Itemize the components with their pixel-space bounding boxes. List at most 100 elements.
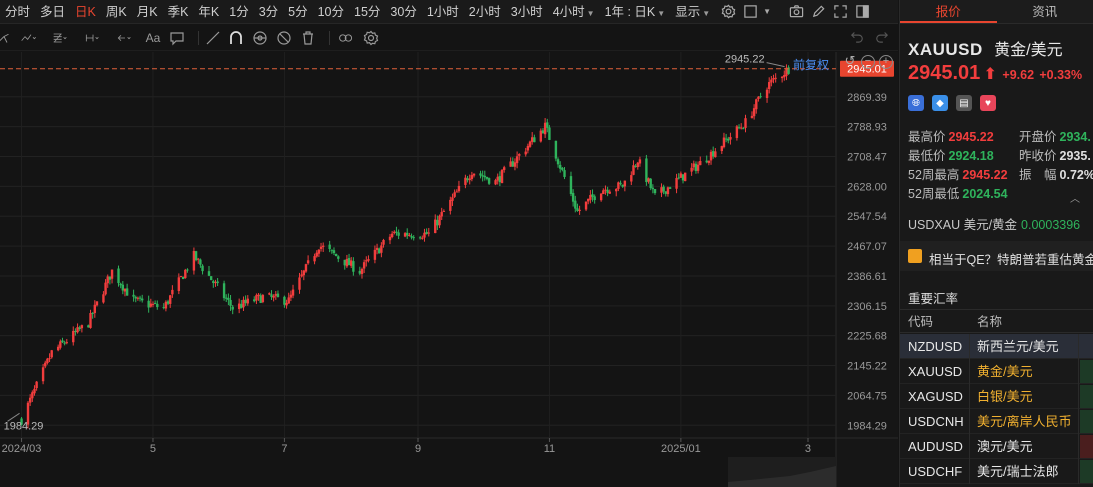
collapse-icon[interactable]: ︿ xyxy=(1070,194,1080,205)
measure-icon[interactable] xyxy=(80,25,106,51)
header-name[interactable]: 名称 xyxy=(977,315,1003,329)
candle-body xyxy=(645,158,648,183)
candle-body xyxy=(548,127,551,140)
candle-body xyxy=(289,294,293,298)
candle-body xyxy=(584,201,588,210)
fib-icon[interactable] xyxy=(48,25,74,51)
candle-body xyxy=(138,297,142,299)
last-price: 2945.01 xyxy=(908,62,981,84)
redo-icon[interactable] xyxy=(875,29,889,46)
candle-body xyxy=(729,136,732,140)
rate-row[interactable]: USDCNH 美元/离岸人民币 xyxy=(900,409,1093,434)
period-tab[interactable]: 15分 xyxy=(354,4,381,19)
globe-icon[interactable]: 🌐︎ xyxy=(908,95,924,111)
price-change-pct: +0.33% xyxy=(1039,68,1083,82)
zoom-in-icon[interactable]: + xyxy=(879,55,893,69)
undo-icon[interactable] xyxy=(850,29,864,46)
display-dropdown[interactable]: 显示 ▼ xyxy=(675,4,711,19)
candle-body xyxy=(397,232,400,236)
square-caret-icon[interactable]: ▼ xyxy=(763,7,772,16)
rate-row[interactable]: XAUUSD 黄金/美元 xyxy=(900,359,1093,384)
period-tab[interactable]: 3小时 xyxy=(510,4,543,19)
inverse-rate[interactable]: USDXAU 美元/黄金 0.0003396 xyxy=(908,214,1080,233)
period-tab[interactable]: 月K xyxy=(136,4,158,19)
candle-body xyxy=(35,381,38,389)
candle-body xyxy=(623,180,627,187)
navigator-area xyxy=(728,466,836,487)
candle-body xyxy=(382,239,385,245)
period-tab[interactable]: 1分 xyxy=(229,4,249,19)
candle-body xyxy=(546,122,549,128)
rate-row[interactable]: USDCHF 美元/瑞士法郎 xyxy=(900,459,1093,484)
period-tab[interactable]: 季K xyxy=(167,4,189,19)
candle-body xyxy=(345,258,349,267)
candle-body xyxy=(591,194,594,197)
period-tab[interactable]: 30分 xyxy=(390,4,417,19)
candle-body xyxy=(121,284,125,291)
period-tab[interactable]: 3分 xyxy=(258,4,279,19)
candle-body xyxy=(518,154,521,156)
restore-adjust-button[interactable]: 前复权 xyxy=(793,58,830,72)
news-item[interactable]: 相当于QE？特朗普若重估黄金 xyxy=(900,241,1093,271)
arrow-icon[interactable] xyxy=(112,25,138,51)
candle-body xyxy=(576,208,579,211)
settings-icon[interactable] xyxy=(717,0,739,24)
rate-code: NZDUSD xyxy=(908,339,963,354)
gear-icon[interactable] xyxy=(362,25,380,51)
candle-body xyxy=(470,175,474,180)
candle-body xyxy=(513,162,517,167)
candle-body xyxy=(425,231,428,234)
candle-body xyxy=(759,96,762,98)
note-icon[interactable]: ▤ xyxy=(956,95,972,111)
zoom-out-icon[interactable]: − xyxy=(861,55,875,69)
candle-body xyxy=(438,215,441,226)
period-tab[interactable]: 多日 xyxy=(40,4,66,19)
period-tab[interactable]: 年K xyxy=(198,4,220,19)
camera-icon[interactable] xyxy=(785,0,807,24)
reset-icon[interactable]: ↺ xyxy=(844,53,856,68)
expand-icon[interactable] xyxy=(829,0,851,24)
pencil-icon[interactable] xyxy=(807,0,829,24)
header-code[interactable]: 代码 xyxy=(908,315,934,329)
tag-icon[interactable]: ◆ xyxy=(932,95,948,111)
period-tab[interactable]: 10分 xyxy=(317,4,345,19)
candle-body xyxy=(59,341,62,348)
candle-body xyxy=(87,325,90,328)
comment-icon[interactable] xyxy=(168,25,186,51)
divider xyxy=(1078,459,1079,484)
range-select[interactable]: 1年 : 日K ▼ xyxy=(604,4,666,19)
tab-quote[interactable]: 报价 xyxy=(900,0,997,23)
candlestick-chart[interactable]: 2869.39 2788.93 2708.47 2628.00 2547.54 2467.… xyxy=(0,52,898,487)
rate-code: USDCHF xyxy=(908,464,963,479)
stat-label: 52周最高 xyxy=(908,168,960,182)
zigzag-icon[interactable] xyxy=(16,25,42,51)
x-tick-label: 11 xyxy=(544,443,555,455)
text-tool[interactable]: Aa xyxy=(145,30,161,45)
period-tab[interactable]: 2小时 xyxy=(468,4,501,19)
chart-svg[interactable]: 2869.39 2788.93 2708.47 2628.00 2547.54 2467.… xyxy=(0,52,898,487)
period-tab[interactable]: 5分 xyxy=(288,4,308,19)
period-tab[interactable]: 分时 xyxy=(5,4,31,19)
square-icon[interactable] xyxy=(739,0,761,24)
tab-news[interactable]: 资讯 xyxy=(1032,5,1058,19)
magnet-icon[interactable] xyxy=(227,25,245,51)
rate-row[interactable]: AUDUSD 澳元/美元 xyxy=(900,434,1093,459)
period-tab[interactable]: 日K xyxy=(75,4,96,19)
rate-row[interactable]: NZDUSD 新西兰元/美元 xyxy=(900,334,1093,359)
x-tick-label: 7 xyxy=(281,443,287,455)
fork-line-icon[interactable] xyxy=(0,25,10,51)
candle-body xyxy=(304,264,308,272)
trash-icon[interactable] xyxy=(299,25,317,51)
line-icon[interactable] xyxy=(205,25,221,51)
price-line: 2945.01 ⬆ +9.62 +0.33% xyxy=(908,62,1082,85)
link-icon[interactable] xyxy=(336,25,356,51)
more-period-dropdown[interactable]: 4小时 ▼ xyxy=(552,4,595,19)
period-tab[interactable]: 周K xyxy=(105,4,127,19)
eye-icon[interactable] xyxy=(251,25,269,51)
hide-icon[interactable] xyxy=(275,25,293,51)
sidebar-icon[interactable] xyxy=(851,0,873,24)
favorite-icon[interactable]: ♥ xyxy=(980,95,996,111)
rate-row[interactable]: XAGUSD 白银/美元 xyxy=(900,384,1093,409)
period-tab[interactable]: 1小时 xyxy=(426,4,459,19)
x-tick-label: 2025/01 xyxy=(661,443,701,455)
